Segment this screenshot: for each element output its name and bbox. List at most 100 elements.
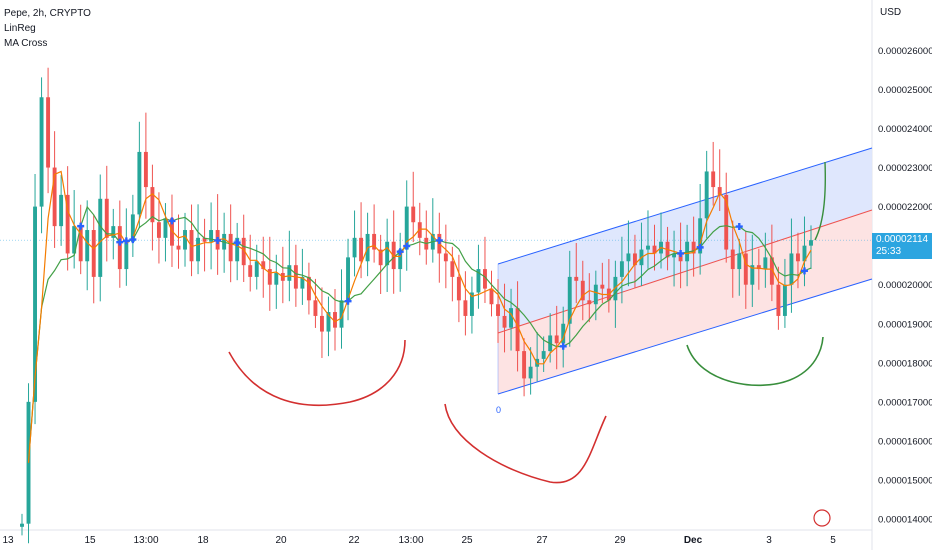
- candle-body: [593, 284, 598, 305]
- current-price-value: 0.00002114: [876, 234, 929, 246]
- candle-body: [769, 257, 774, 285]
- y-tick-label: 0.000025000: [878, 85, 932, 96]
- candle-body: [652, 245, 657, 254]
- candle-body: [104, 198, 109, 238]
- candle-body: [326, 312, 331, 332]
- candle-body: [509, 308, 514, 328]
- candle-body: [267, 269, 272, 285]
- channel-upper-line: [497, 147, 873, 265]
- candle-body: [404, 206, 409, 250]
- x-tick-label: 13:00: [398, 535, 423, 546]
- candle-body: [72, 226, 77, 254]
- current-price-label: 0.00002114 25:33: [872, 233, 932, 260]
- candle-body: [711, 171, 716, 188]
- candle-body: [672, 253, 677, 258]
- candle-body: [235, 237, 240, 262]
- ma-cross-marker: [214, 236, 222, 244]
- candle-body: [776, 284, 781, 316]
- ma-cross-marker: [559, 342, 567, 350]
- candle-body: [600, 284, 605, 289]
- candle-body: [443, 253, 448, 262]
- ma-cross-marker: [129, 236, 137, 244]
- candle-body: [632, 253, 637, 266]
- indicator-linreg[interactable]: LinReg: [4, 23, 36, 34]
- y-tick-label: 0.000017000: [878, 397, 932, 408]
- annotation-red-arc-1: [228, 339, 406, 407]
- x-tick-label: 13: [2, 535, 14, 546]
- channel-label: 0: [496, 405, 501, 415]
- candle-body: [750, 265, 755, 285]
- currency-label[interactable]: USD: [880, 7, 902, 18]
- candle-body: [580, 280, 585, 301]
- candle-body: [763, 257, 768, 270]
- candle-body: [78, 226, 83, 262]
- annotation-red-arc-2: [444, 403, 607, 484]
- candle-body: [561, 323, 566, 344]
- indicator-icon: [813, 509, 831, 527]
- x-tick-label: 22: [348, 535, 360, 546]
- candle-body: [626, 253, 631, 262]
- candle-body: [489, 288, 494, 305]
- y-tick-label: 0.000016000: [878, 436, 932, 447]
- candle-body: [59, 194, 64, 227]
- candle-body: [698, 218, 703, 254]
- ma-cross-marker: [396, 248, 404, 256]
- y-tick-label: 0.000014000: [878, 515, 932, 526]
- candle-body: [202, 237, 207, 242]
- candle-body: [91, 230, 96, 277]
- candle-body: [306, 276, 311, 301]
- candle-body: [287, 265, 292, 281]
- candle-body: [65, 194, 70, 254]
- candle-body: [398, 249, 403, 270]
- candle-body: [33, 206, 37, 402]
- candle-body: [274, 272, 279, 285]
- y-tick-label: 0.000022000: [878, 202, 932, 213]
- ma-cross-marker: [233, 239, 241, 247]
- annotation-green-arc: [686, 336, 824, 387]
- candle-body: [124, 241, 129, 270]
- ma-cross-marker: [122, 237, 130, 245]
- candle-body: [567, 276, 572, 324]
- candle-body: [196, 237, 201, 262]
- ma-cross-marker: [677, 249, 685, 257]
- candle-body: [52, 167, 57, 227]
- y-tick-label: 0.000023000: [878, 163, 932, 174]
- indicator-ma-cross[interactable]: MA Cross: [4, 38, 48, 49]
- x-tick-label: 20: [275, 535, 287, 546]
- candle-body: [469, 292, 474, 316]
- y-tick-label: 0.000018000: [878, 358, 932, 369]
- x-tick-label: 3: [766, 535, 772, 546]
- candle-body: [796, 253, 800, 262]
- candle-body: [528, 366, 533, 379]
- ma-cross-marker: [77, 222, 85, 230]
- candle-body: [163, 218, 168, 238]
- candle-body: [130, 214, 135, 242]
- ma-cross-marker: [696, 243, 704, 251]
- candle-body: [483, 269, 487, 289]
- candle-body: [724, 194, 729, 250]
- ma-cross-marker: [403, 242, 411, 250]
- candle-body: [137, 151, 142, 215]
- candle-body: [802, 245, 807, 262]
- candle-body: [241, 237, 246, 266]
- candle-body: [463, 300, 468, 316]
- x-tick-label: 15: [84, 535, 96, 546]
- candle-body: [789, 253, 794, 285]
- candle-body: [691, 241, 696, 254]
- candle-body: [20, 523, 24, 527]
- candle-body: [39, 97, 44, 207]
- candle-body: [809, 240, 813, 246]
- y-tick-label: 0.000019000: [878, 319, 932, 330]
- candle-body: [339, 300, 344, 328]
- candle-body: [782, 284, 787, 316]
- x-tick-label: 29: [614, 535, 626, 546]
- candle-body: [248, 265, 253, 277]
- candle-body: [450, 261, 455, 277]
- symbol-title[interactable]: Pepe, 2h, CRYPTO: [4, 8, 91, 19]
- candle-body: [46, 97, 51, 168]
- y-tick-label: 0.000020000: [878, 280, 932, 291]
- candle-body: [704, 171, 709, 219]
- candle-body: [261, 261, 266, 270]
